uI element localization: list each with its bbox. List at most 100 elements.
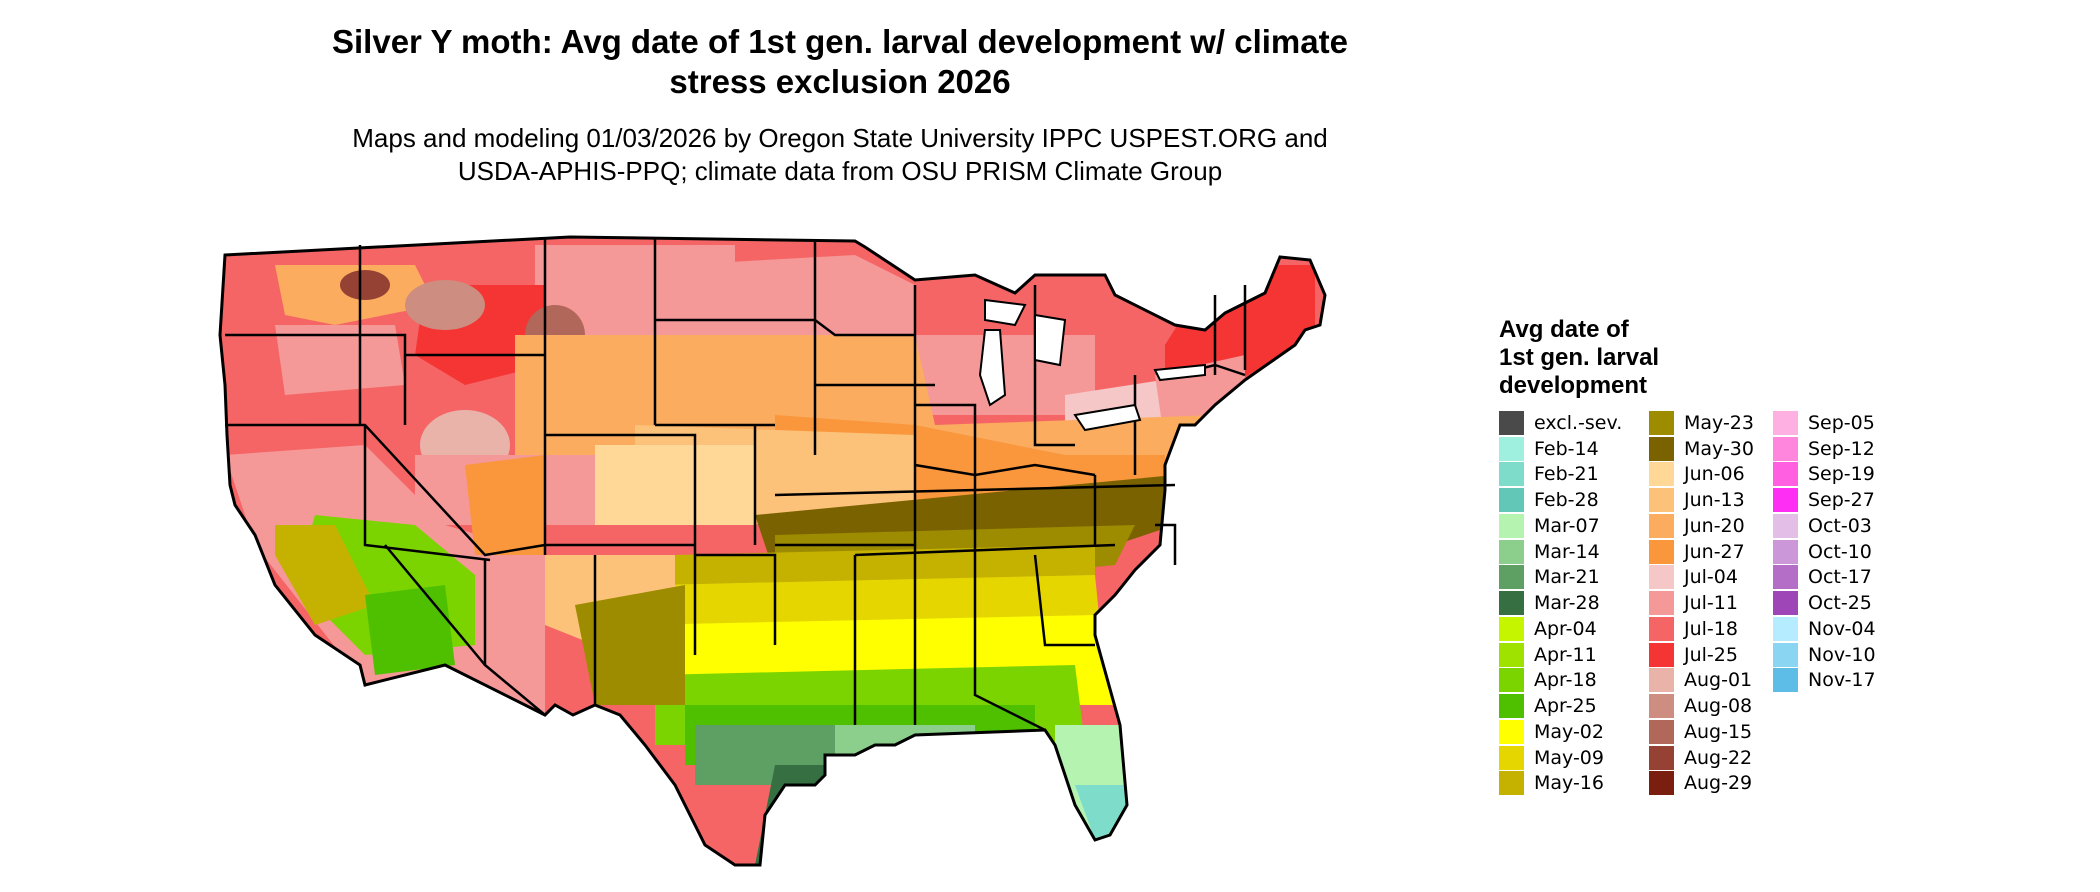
legend-item: Oct-17	[1773, 565, 1903, 591]
legend-label: Sep-05	[1808, 411, 1875, 434]
legend-swatch	[1773, 642, 1798, 667]
legend-swatch	[1499, 410, 1524, 435]
legend-entries: excl.-sev. Feb-14 Feb-21 Feb-28 Mar-07 Mar-14…	[1499, 410, 1903, 796]
legend-item: Apr-04	[1499, 616, 1649, 642]
us-outline	[218, 235, 1327, 867]
legend-label: Nov-04	[1808, 617, 1876, 640]
legend-label: Feb-21	[1534, 463, 1599, 486]
legend-item: Jun-20	[1649, 513, 1773, 539]
legend-item: Sep-12	[1773, 436, 1903, 462]
map-title-line-2: stress exclusion 2026	[669, 63, 1011, 100]
legend-swatch	[1649, 616, 1674, 641]
legend-swatch	[1499, 771, 1524, 796]
legend-swatch	[1499, 642, 1524, 667]
map-subtitle-line-2: USDA-APHIS-PPQ; climate data from OSU PR…	[457, 156, 1223, 186]
legend-item: Mar-07	[1499, 513, 1649, 539]
legend-item: May-23	[1649, 410, 1773, 436]
legend-item: Aug-22	[1649, 745, 1773, 771]
legend-swatch	[1499, 513, 1524, 538]
map-subtitle-line-1: Maps and modeling 01/03/2026 by Oregon S…	[352, 123, 1328, 153]
legend-item: Apr-25	[1499, 693, 1649, 719]
legend-item: Sep-19	[1773, 462, 1903, 488]
legend-swatch	[1649, 668, 1674, 693]
legend-label: Mar-07	[1534, 514, 1600, 537]
legend-item: Sep-05	[1773, 410, 1903, 436]
legend-swatch	[1649, 410, 1674, 435]
legend-swatch	[1773, 668, 1798, 693]
legend-label: Aug-15	[1684, 720, 1753, 743]
legend-label: Sep-27	[1808, 489, 1875, 512]
legend-item: Jul-18	[1649, 616, 1773, 642]
legend-item: Jun-27	[1649, 539, 1773, 565]
legend-item: May-09	[1499, 745, 1649, 771]
legend-item: Nov-10	[1773, 642, 1903, 668]
legend-swatch	[1649, 642, 1674, 667]
legend-item: Aug-01	[1649, 668, 1773, 694]
legend-label: Nov-17	[1808, 669, 1876, 692]
map-raster	[220, 237, 1325, 865]
legend-title-line-2: 1st gen. larval	[1499, 344, 1660, 371]
legend-label: Aug-29	[1684, 772, 1753, 795]
legend-swatch	[1499, 591, 1524, 616]
legend-title: Avg date of 1st gen. larval development	[1499, 316, 1799, 400]
legend-item: excl.-sev.	[1499, 410, 1649, 436]
legend-label: Jul-25	[1684, 643, 1738, 666]
legend-swatch	[1773, 488, 1798, 513]
legend-swatch	[1773, 436, 1798, 461]
legend-swatch	[1499, 694, 1524, 719]
legend-item: Jul-25	[1649, 642, 1773, 668]
legend-swatch	[1773, 462, 1798, 487]
legend-label: Sep-19	[1808, 463, 1875, 486]
legend-label: Jul-11	[1684, 592, 1738, 615]
legend-swatch	[1773, 410, 1798, 435]
state-boundaries	[225, 237, 1247, 732]
legend-item: Mar-21	[1499, 565, 1649, 591]
legend-item: Aug-08	[1649, 693, 1773, 719]
legend-column: Sep-05 Sep-12 Sep-19 Sep-27 Oct-03 Oct-10 Oct-…	[1773, 410, 1903, 796]
legend-swatch	[1649, 462, 1674, 487]
legend-label: Feb-28	[1534, 489, 1599, 512]
legend-swatch	[1773, 539, 1798, 564]
legend-label: Feb-14	[1534, 437, 1599, 460]
legend-item: Feb-14	[1499, 436, 1649, 462]
legend-label: Oct-25	[1808, 592, 1872, 615]
legend-label: Oct-17	[1808, 566, 1872, 589]
legend-label: May-09	[1534, 746, 1604, 769]
legend-item: Oct-10	[1773, 539, 1903, 565]
legend-item: Oct-03	[1773, 513, 1903, 539]
legend-label: Sep-12	[1808, 437, 1875, 460]
map-title-line-1: Silver Y moth: Avg date of 1st gen. larv…	[332, 23, 1348, 60]
us-map	[218, 235, 1327, 867]
legend-swatch	[1499, 462, 1524, 487]
legend-label: Mar-21	[1534, 566, 1600, 589]
legend-label: Aug-01	[1684, 669, 1753, 692]
legend-swatch	[1499, 436, 1524, 461]
legend-swatch	[1649, 719, 1674, 744]
legend-swatch	[1499, 539, 1524, 564]
great-lakes	[978, 298, 1206, 432]
legend-item: Nov-17	[1773, 668, 1903, 694]
legend-label: Jul-04	[1684, 566, 1738, 589]
legend-swatch	[1649, 745, 1674, 770]
legend-item: Jun-13	[1649, 487, 1773, 513]
legend-item: Mar-14	[1499, 539, 1649, 565]
legend-label: Apr-18	[1534, 669, 1597, 692]
legend-swatch	[1499, 488, 1524, 513]
legend-title-line-3: development	[1499, 372, 1648, 399]
legend-label: Jun-13	[1684, 489, 1745, 512]
legend-swatch	[1773, 591, 1798, 616]
legend-label: excl.-sev.	[1534, 411, 1623, 434]
legend-swatch	[1773, 513, 1798, 538]
legend-label: May-02	[1534, 720, 1604, 743]
legend-swatch	[1499, 719, 1524, 744]
legend-label: May-16	[1534, 772, 1604, 795]
legend-label: Apr-04	[1534, 617, 1597, 640]
legend-item: Mar-28	[1499, 590, 1649, 616]
legend-column: May-23 May-30 Jun-06 Jun-13 Jun-20 Jun-27 Jul-…	[1649, 410, 1773, 796]
legend-swatch	[1499, 616, 1524, 641]
legend-item: Jul-04	[1649, 565, 1773, 591]
legend-label: Jun-20	[1684, 514, 1745, 537]
legend-label: Oct-10	[1808, 540, 1872, 563]
legend-swatch	[1649, 591, 1674, 616]
legend-label: May-23	[1684, 411, 1754, 434]
